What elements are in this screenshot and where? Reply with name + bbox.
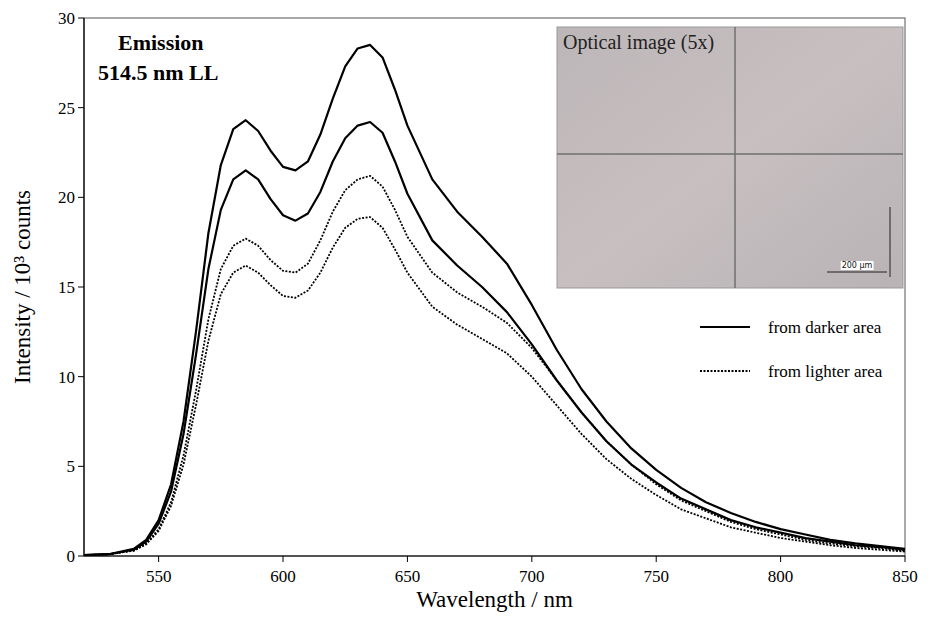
- x-tick-label: 700: [519, 567, 545, 586]
- y-tick: [78, 556, 84, 557]
- y-tick-label: 25: [58, 99, 75, 118]
- x-tick-label: 550: [146, 567, 172, 586]
- series-line: [84, 122, 905, 555]
- y-axis-title: Intensity / 10³ counts: [10, 190, 35, 384]
- legend-label: from darker area: [768, 318, 882, 337]
- scale-bar-label: 200 µm: [842, 261, 873, 270]
- legend-swatch: [700, 370, 750, 372]
- y-tick: [78, 287, 84, 288]
- x-tick: [656, 556, 657, 562]
- legend: from darker area from lighter area: [700, 318, 883, 381]
- series-line: [84, 45, 905, 555]
- legend-label: from lighter area: [768, 362, 883, 381]
- x-tick: [283, 556, 284, 562]
- plot-frame: [84, 18, 905, 556]
- y-tick-label: 30: [58, 9, 75, 28]
- annotation: Emission: [118, 30, 204, 55]
- x-tick-label: 850: [892, 567, 918, 586]
- series-line: [84, 217, 905, 555]
- x-axis: [84, 555, 905, 556]
- y-tick: [78, 376, 84, 377]
- inset-title: Optical image (5x): [563, 31, 714, 54]
- inset-crosshair: [557, 153, 903, 155]
- inset-crosshair: [734, 27, 736, 288]
- y-tick-label: 15: [58, 278, 75, 297]
- y-tick: [78, 107, 84, 108]
- chart: Optical image (5x) 200 µm 550 600 650 700 750 8…: [0, 0, 937, 617]
- inset-image: [557, 27, 903, 288]
- x-tick-label: 800: [768, 567, 794, 586]
- y-tick-label: 20: [58, 188, 75, 207]
- inset: Optical image (5x) 200 µm: [557, 27, 903, 288]
- series-group: [84, 45, 905, 555]
- legend-swatch: [700, 326, 750, 328]
- x-tick: [531, 556, 532, 562]
- y-tick-label: 10: [58, 368, 75, 387]
- x-tick-label: 750: [643, 567, 669, 586]
- x-tick: [905, 556, 906, 562]
- x-tick-label: 650: [395, 567, 421, 586]
- x-tick: [158, 556, 159, 562]
- series-line: [84, 176, 905, 555]
- y-tick-label: 5: [67, 457, 76, 476]
- y-tick: [78, 18, 84, 19]
- x-tick: [407, 556, 408, 562]
- x-axis-title: Wavelength / nm: [416, 587, 573, 612]
- x-tick-label: 600: [270, 567, 296, 586]
- annotation: 514.5 nm LL: [98, 60, 218, 85]
- scale-bar-bg: [841, 261, 874, 270]
- x-tick: [780, 556, 781, 562]
- y-tick: [78, 197, 84, 198]
- y-tick-label: 0: [67, 547, 76, 566]
- y-tick: [78, 466, 84, 467]
- scale-bar: [827, 272, 887, 273]
- scale-bar: [890, 207, 891, 277]
